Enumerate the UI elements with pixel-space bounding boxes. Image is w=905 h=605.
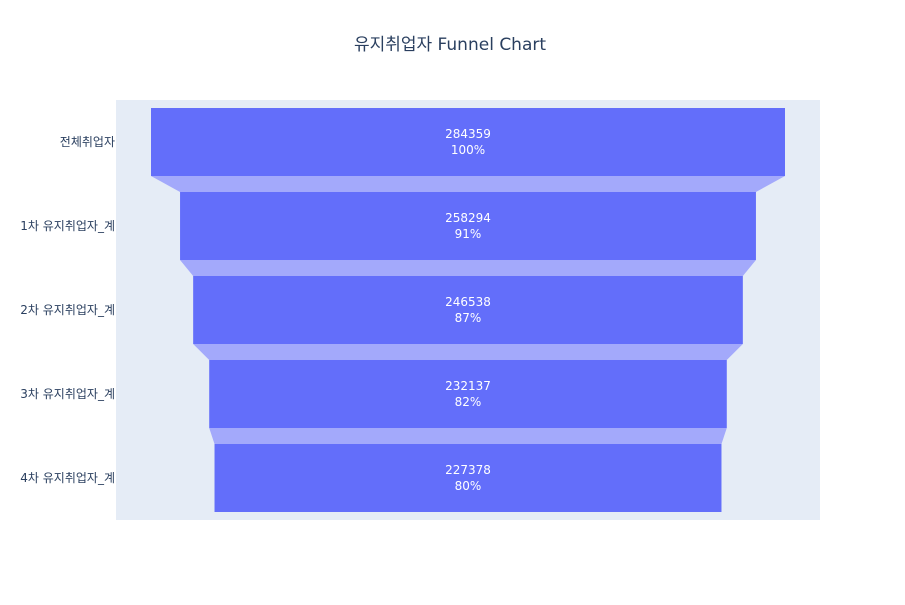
bar-percent-label: 91% (455, 227, 482, 241)
bar-percent-label: 82% (455, 395, 482, 409)
funnel-bar (180, 192, 756, 260)
category-label: 2차 유지취업자_계 (20, 303, 115, 317)
bar-value-label: 227378 (445, 463, 491, 477)
funnel-connector (180, 260, 756, 276)
bar-percent-label: 87% (455, 311, 482, 325)
chart-title: 유지취업자 Funnel Chart (354, 35, 546, 55)
bar-value-label: 258294 (445, 211, 491, 225)
funnel-bar (193, 276, 743, 344)
bar-value-label: 284359 (445, 127, 491, 141)
funnel-connector (193, 344, 743, 360)
funnel-connector (209, 428, 727, 444)
category-label: 4차 유지취업자_계 (20, 471, 115, 485)
category-label: 전체취업자 (60, 135, 115, 149)
bar-value-label: 246538 (445, 295, 491, 309)
funnel-bar (209, 360, 727, 428)
funnel-bar (151, 108, 785, 176)
bar-percent-label: 80% (455, 479, 482, 493)
category-label: 3차 유지취업자_계 (20, 387, 115, 401)
category-label: 1차 유지취업자_계 (20, 219, 115, 233)
funnel-connectors (151, 176, 785, 444)
bar-value-label: 232137 (445, 379, 491, 393)
bar-value-labels: 284359 100% 258294 91% 246538 87% 232137 82% 227… (445, 127, 491, 493)
funnel-bars (151, 108, 785, 512)
bar-percent-label: 100% (451, 143, 485, 157)
category-labels: 전체취업자 1차 유지취업자_계 2차 유지취업자_계 3차 유지취업자_계 4차 유지… (20, 135, 115, 485)
funnel-bar (214, 444, 722, 512)
funnel-connector (151, 176, 785, 192)
